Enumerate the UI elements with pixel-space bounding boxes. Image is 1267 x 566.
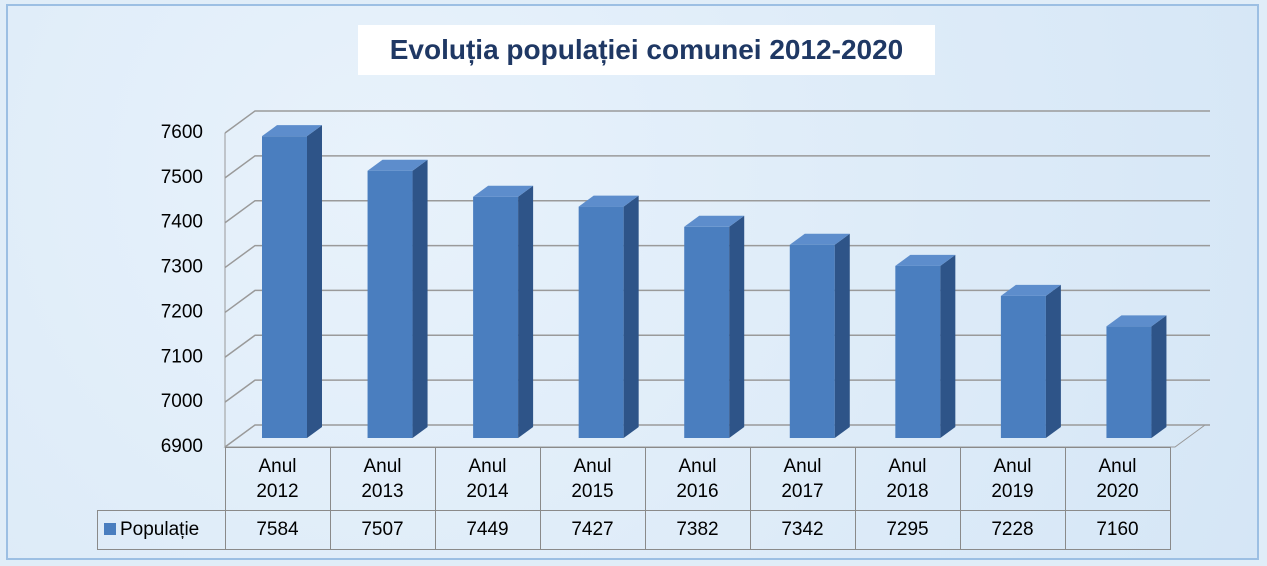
category-cell: Anul 2020	[1064, 447, 1171, 511]
category-label: Anul 2018	[886, 456, 929, 502]
grid-line	[224, 199, 1210, 224]
category-label: Anul 2017	[781, 456, 824, 502]
y-tick-label: 7200	[161, 301, 203, 322]
bar-top	[473, 185, 534, 197]
y-tick-label: 7100	[161, 346, 203, 367]
legend-swatch	[104, 523, 116, 535]
y-tick-label: 7400	[161, 212, 203, 233]
value-label: 7295	[854, 510, 961, 550]
chart-title: Evoluția populației comunei 2012-2020	[358, 25, 935, 75]
bar	[1106, 326, 1152, 438]
grid-line	[224, 379, 1210, 403]
bar-side	[729, 215, 745, 438]
bar	[473, 196, 519, 438]
data-table: Anul 2012 Anul 2013 Anul 2014 Anul 2015 Anul…	[97, 447, 1171, 550]
bar-side	[1045, 284, 1061, 438]
bar-side	[518, 185, 534, 438]
y-tick-label: 7000	[161, 391, 203, 412]
value-label: 7449	[434, 510, 541, 550]
grid-line	[224, 334, 1210, 358]
bar-top	[262, 125, 322, 137]
value-label: 7507	[329, 510, 436, 550]
bar-top	[1000, 284, 1061, 296]
grid-line	[224, 289, 1210, 314]
category-label: Anul 2012	[256, 456, 299, 502]
category-cell: Anul 2013	[329, 447, 436, 511]
value-row: Populație 7584 7507 7449 7427 7382 7342 7295 722…	[97, 510, 1171, 550]
y-tick-label: 7500	[161, 167, 203, 188]
grid-line	[224, 155, 1210, 179]
category-cell: Anul 2012	[224, 447, 331, 511]
category-cell: Anul 2018	[854, 447, 961, 511]
value-label: 7228	[959, 510, 1066, 550]
grid-line	[224, 424, 1210, 448]
bar	[367, 170, 413, 438]
value-label: 7382	[644, 510, 751, 550]
bar-top	[789, 233, 850, 245]
legend-cell: Populație	[97, 510, 226, 550]
y-tick-label: 7600	[161, 122, 203, 143]
category-label: Anul 2019	[991, 456, 1034, 502]
category-row: Anul 2012 Anul 2013 Anul 2014 Anul 2015 Anul…	[97, 447, 1171, 511]
category-label: Anul 2013	[361, 456, 404, 502]
bar-side	[623, 195, 639, 438]
bar-top	[578, 195, 639, 207]
bar-side	[834, 233, 850, 438]
grid-line	[224, 244, 1210, 269]
bar	[684, 226, 730, 438]
bar-top	[1106, 315, 1167, 327]
category-label: Anul 2020	[1096, 456, 1139, 502]
value-label: 7584	[224, 510, 331, 550]
category-cell: Anul 2014	[434, 447, 541, 511]
bar-side	[412, 159, 428, 438]
category-cell: Anul 2019	[959, 447, 1066, 511]
bar-side	[1151, 315, 1167, 438]
category-cell: Anul 2017	[749, 447, 856, 511]
category-cell: Anul 2016	[644, 447, 751, 511]
legend-label: Populație	[120, 519, 200, 540]
value-label: 7160	[1064, 510, 1171, 550]
bar-side	[307, 125, 322, 439]
bar	[262, 136, 307, 439]
bar-top	[895, 254, 956, 266]
bar-top	[684, 215, 745, 227]
y-tick-label: 7300	[161, 257, 203, 278]
bar	[789, 244, 835, 438]
grid-line	[224, 110, 1210, 134]
value-label: 7342	[749, 510, 856, 550]
bar	[578, 206, 624, 438]
category-label: Anul 2014	[466, 456, 509, 502]
empty-cell	[97, 447, 226, 511]
bar	[1000, 295, 1046, 438]
category-label: Anul 2016	[676, 456, 719, 502]
value-label: 7427	[539, 510, 646, 550]
category-cell: Anul 2015	[539, 447, 646, 511]
bar-top	[367, 159, 428, 171]
bar	[895, 265, 941, 438]
bar-side	[940, 254, 956, 438]
category-label: Anul 2015	[571, 456, 614, 502]
